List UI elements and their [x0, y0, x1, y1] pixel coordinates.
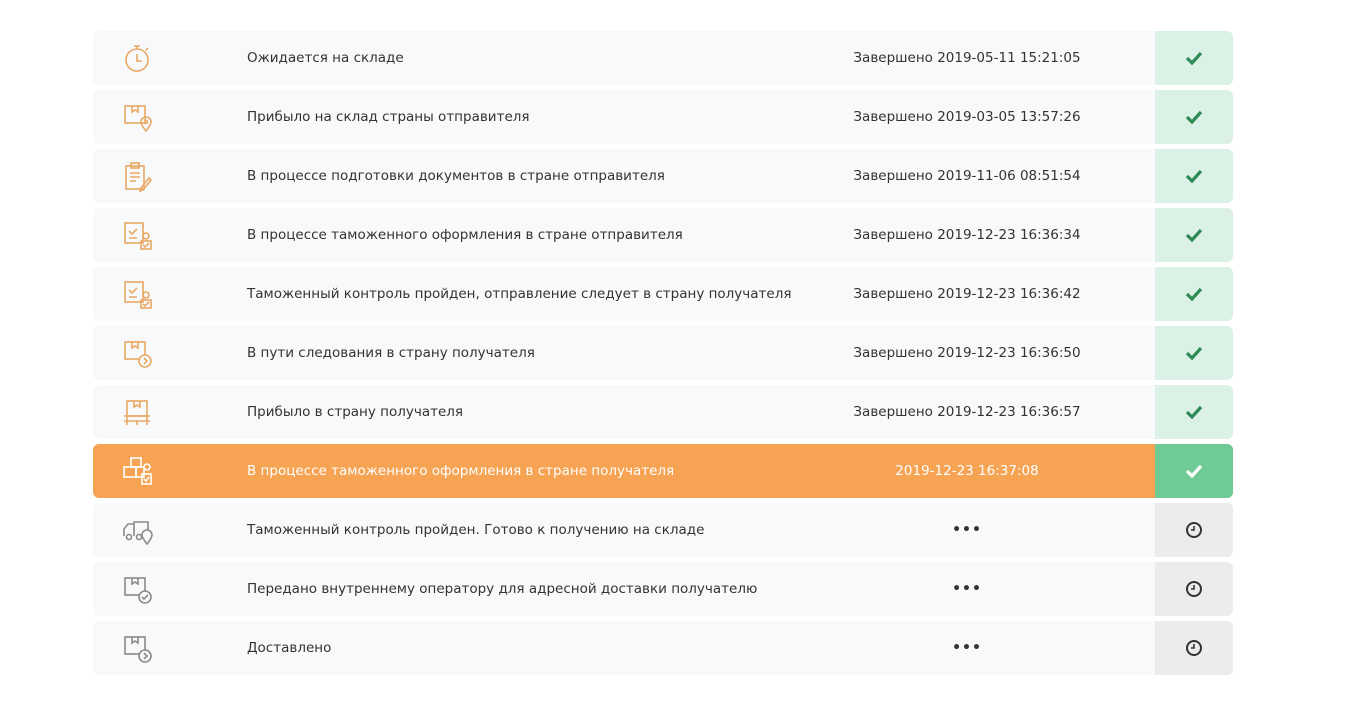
step-status [1155, 385, 1233, 439]
step-date: Завершено 2019-11-06 08:51:54 [853, 168, 1081, 184]
truck-location-icon [121, 514, 153, 546]
step-row: Прибыло на склад страны отправителя Заве… [93, 90, 1233, 144]
step-label: В пути следования в страну получателя [247, 345, 535, 361]
customs-officer-icon [121, 219, 153, 251]
check-icon [1185, 464, 1203, 478]
clock-icon [1186, 581, 1202, 597]
check-icon [1185, 287, 1203, 301]
step-row: В пути следования в страну получателя За… [93, 326, 1233, 380]
clock-icon [1186, 640, 1202, 656]
box-check-icon [121, 573, 153, 605]
step-label: Ожидается на складе [247, 50, 404, 66]
clock-icon [1186, 522, 1202, 538]
step-date: Завершено 2019-12-23 16:36:34 [853, 227, 1081, 243]
step-label: Передано внутреннему оператору для адрес… [247, 581, 758, 597]
step-label: Доставлено [247, 640, 332, 656]
box-location-icon [121, 101, 153, 133]
step-row: Доставлено ••• [93, 621, 1233, 675]
step-row: Ожидается на складе Завершено 2019-05-11… [93, 31, 1233, 85]
step-status [1155, 503, 1233, 557]
step-date: ••• [952, 640, 982, 656]
step-status [1155, 90, 1233, 144]
step-date: Завершено 2019-03-05 13:57:26 [853, 109, 1081, 125]
step-date: 2019-12-23 16:37:08 [895, 463, 1039, 479]
check-icon [1185, 110, 1203, 124]
step-row: В процессе таможенного оформления в стра… [93, 208, 1233, 262]
step-row: Прибыло в страну получателя Завершено 20… [93, 385, 1233, 439]
step-label: В процессе таможенного оформления в стра… [247, 227, 683, 243]
check-icon [1185, 228, 1203, 242]
step-date: Завершено 2019-05-11 15:21:05 [853, 50, 1081, 66]
step-row: В процессе подготовки документов в стран… [93, 149, 1233, 203]
check-icon [1185, 405, 1203, 419]
stopwatch-icon [121, 42, 153, 74]
step-status [1155, 621, 1233, 675]
step-status [1155, 208, 1233, 262]
step-label: Таможенный контроль пройден, отправление… [247, 286, 792, 302]
step-date: Завершено 2019-12-23 16:36:42 [853, 286, 1081, 302]
step-status [1155, 562, 1233, 616]
step-status [1155, 267, 1233, 321]
step-date: Завершено 2019-12-23 16:36:57 [853, 404, 1081, 420]
step-row: Таможенный контроль пройден. Готово к по… [93, 503, 1233, 557]
step-status [1155, 149, 1233, 203]
step-row: Передано внутреннему оператору для адрес… [93, 562, 1233, 616]
clipboard-pen-icon [121, 160, 153, 193]
step-date: ••• [952, 522, 982, 538]
clipboard-officer-icon [121, 278, 153, 310]
step-label: В процессе таможенного оформления в стра… [247, 463, 675, 479]
step-status [1155, 444, 1233, 498]
step-label: Прибыло на склад страны отправителя [247, 109, 530, 125]
step-label: Прибыло в страну получателя [247, 404, 464, 420]
box-pallet-icon [121, 396, 153, 428]
tracking-steps-list: Ожидается на складе Завершено 2019-05-11… [93, 31, 1233, 680]
step-label: Таможенный контроль пройден. Готово к по… [247, 522, 705, 538]
step-status [1155, 31, 1233, 85]
step-row: Таможенный контроль пройден, отправление… [93, 267, 1233, 321]
check-icon [1185, 51, 1203, 65]
check-icon [1185, 346, 1203, 360]
boxes-customs-icon [121, 455, 153, 487]
step-row: В процессе таможенного оформления в стра… [93, 444, 1233, 498]
check-icon [1185, 169, 1203, 183]
step-date: Завершено 2019-12-23 16:36:50 [853, 345, 1081, 361]
box-arrow-icon [121, 632, 153, 664]
step-label: В процессе подготовки документов в стран… [247, 168, 665, 184]
box-arrow-icon [121, 337, 153, 369]
step-status [1155, 326, 1233, 380]
step-date: ••• [952, 581, 982, 597]
